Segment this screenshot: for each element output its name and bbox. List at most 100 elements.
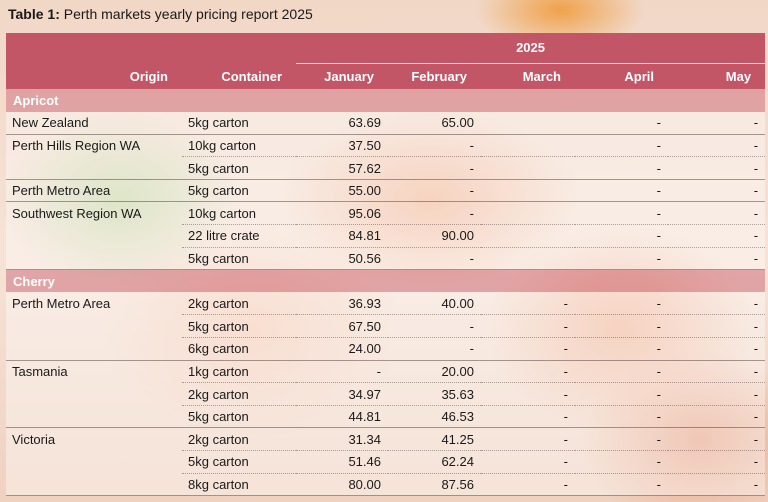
price-cell-jan: 57.62 [296,156,388,180]
col-february: February [388,63,481,89]
price-cell-may: - [668,450,766,474]
table-row: New Zealand 5kg carton 63.69 65.00 - - [6,111,766,135]
price-cell-apr: - [575,224,668,248]
price-cell-mar: - [481,337,575,361]
price-cell-mar: - [481,382,575,406]
price-cell-apr: - [575,314,668,339]
table-row: Southwest Region WA 10kg carton 95.06- - - [6,201,766,226]
origin-cell: Southwest Region WA [6,201,182,225]
price-cell-jan: 67.50 [296,314,388,339]
price-cell-mar: - [481,314,575,339]
table-row: 8kg carton 80.00 87.56- - - [6,473,766,497]
price-cell-mar [481,179,575,203]
table-row: Victoria 2kg carton 31.34 41.25- - - [6,427,766,451]
price-cell-mar [481,201,575,226]
column-header-row: Origin Container January February March … [6,63,766,89]
container-cell: 8kg carton [182,473,296,497]
price-cell-may: - [668,314,766,339]
pricing-table: 2025 Origin Container January February M… [6,33,766,497]
table-row: Perth Hills Region WA 10kg carton 37.50- - - [6,134,766,158]
price-cell-jan: 55.00 [296,179,388,203]
price-cell-feb: 35.63 [388,382,481,406]
price-cell-may: - [668,134,766,158]
col-container: Container [182,63,296,89]
origin-cell [6,382,182,406]
origin-cell [6,247,182,271]
price-cell-mar [481,134,575,158]
container-cell: 22 litre crate [182,224,296,248]
price-cell-feb: - [388,134,481,158]
container-cell: 5kg carton [182,247,296,271]
price-cell-mar [481,224,575,248]
price-cell-feb: 41.25 [388,427,481,451]
price-cell-apr: - [575,473,668,497]
price-cell-apr: - [575,337,668,361]
price-cell-feb: 65.00 [388,111,481,135]
col-january: January [296,63,388,89]
table-row: 6kg carton 24.00- - - - [6,337,766,361]
container-cell: 5kg carton [182,179,296,203]
origin-cell: Perth Metro Area [6,292,182,315]
price-cell-feb: 40.00 [388,292,481,316]
price-cell-may: - [668,156,766,180]
origin-cell [6,156,182,180]
container-cell: 10kg carton [182,134,296,158]
price-cell-apr: - [575,405,668,429]
container-cell: 5kg carton [182,405,296,429]
price-cell-mar: - [481,473,575,497]
price-cell-apr: - [575,201,668,226]
price-cell-apr: - [575,111,668,135]
origin-cell: Perth Metro Area [6,179,182,203]
container-cell: 5kg carton [182,156,296,180]
table-row: Perth Metro Area 2kg carton 36.93 40.00- - - [6,292,766,316]
price-cell-apr: - [575,382,668,406]
container-cell: 5kg carton [182,314,296,339]
price-cell-may: - [668,473,766,497]
container-cell: 2kg carton [182,382,296,406]
price-cell-mar: - [481,427,575,451]
table-row: 5kg carton 44.81 46.53- - - [6,405,766,429]
price-cell-may: - [668,201,766,226]
table-row: Perth Metro Area 5kg carton 55.00- - - [6,179,766,203]
price-cell-apr: - [575,427,668,451]
origin-cell: Tasmania [6,360,182,383]
price-cell-apr: - [575,247,668,271]
price-cell-mar: - [481,450,575,474]
header-spacer [6,33,296,63]
price-cell-apr: - [575,179,668,203]
price-cell-jan: 37.50 [296,134,388,158]
table-row: 22 litre crate 84.81 90.00 - - [6,224,766,248]
price-cell-jan: 34.97 [296,382,388,406]
caption-text: Perth markets yearly pricing report 2025 [63,6,313,22]
caption-label: Table 1: [8,6,60,22]
table-row: 5kg carton 57.62- - - [6,156,766,180]
col-april: April [575,63,668,89]
price-cell-jan: 63.69 [296,111,388,135]
col-origin: Origin [6,63,182,89]
section-label: Apricot [6,89,766,112]
table-body: Apricot New Zealand 5kg carton 63.69 65.00- -… [6,89,766,497]
price-cell-mar [481,247,575,271]
price-cell-mar: - [481,405,575,429]
price-cell-feb: 20.00 [388,360,481,384]
container-cell: 10kg carton [182,201,296,226]
origin-cell: Victoria [6,427,182,451]
price-cell-feb: 62.24 [388,450,481,474]
price-cell-jan: 31.34 [296,427,388,451]
container-cell: 5kg carton [182,450,296,474]
price-cell-jan: 36.93 [296,292,388,316]
container-cell: 2kg carton [182,427,296,451]
price-cell-apr: - [575,134,668,158]
price-cell-jan: 50.56 [296,247,388,271]
table-row: 5kg carton 67.50- - - - [6,314,766,339]
container-cell: 6kg carton [182,337,296,361]
container-cell: 2kg carton [182,292,296,316]
price-cell-feb: - [388,314,481,339]
price-cell-apr: - [575,292,668,316]
price-cell-feb: - [388,156,481,180]
price-cell-may: - [668,427,766,451]
year-header: 2025 [296,33,766,64]
section-row: Cherry [6,269,766,293]
origin-cell [6,337,182,361]
price-cell-jan: 84.81 [296,224,388,248]
